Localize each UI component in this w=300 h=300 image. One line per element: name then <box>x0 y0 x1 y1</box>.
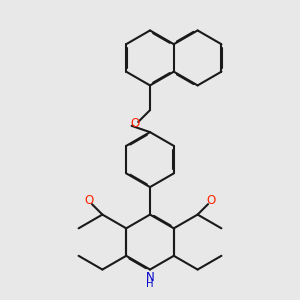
Text: H: H <box>146 279 154 289</box>
Text: N: N <box>146 271 154 284</box>
Text: O: O <box>130 117 140 130</box>
Text: O: O <box>84 194 93 207</box>
Text: O: O <box>207 194 216 207</box>
